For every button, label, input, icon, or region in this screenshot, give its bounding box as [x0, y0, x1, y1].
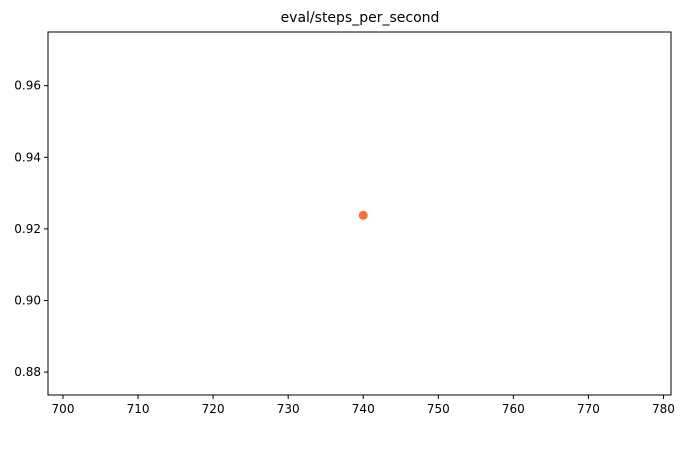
x-tick-label: 710 — [127, 402, 150, 416]
x-tick-label: 780 — [652, 402, 675, 416]
y-tick-label: 0.92 — [14, 222, 41, 236]
y-tick-label: 0.88 — [14, 365, 41, 379]
y-tick-label: 0.96 — [14, 79, 41, 93]
y-tick-label: 0.94 — [14, 150, 41, 164]
y-axis: 0.88 0.90 0.92 0.94 0.96 — [14, 79, 48, 379]
x-axis: 700 710 720 730 740 750 760 770 780 — [52, 395, 675, 416]
x-tick-label: 700 — [52, 402, 75, 416]
x-tick-label: 720 — [202, 402, 225, 416]
x-tick-label: 730 — [277, 402, 300, 416]
x-tick-label: 770 — [577, 402, 600, 416]
x-tick-label: 750 — [427, 402, 450, 416]
chart-title: eval/steps_per_second — [281, 10, 440, 26]
data-point — [358, 210, 368, 220]
x-tick-label: 760 — [502, 402, 525, 416]
plot-frame — [47, 31, 672, 396]
data-points — [358, 210, 368, 220]
y-tick-label: 0.90 — [14, 293, 41, 307]
x-tick-label: 740 — [352, 402, 375, 416]
